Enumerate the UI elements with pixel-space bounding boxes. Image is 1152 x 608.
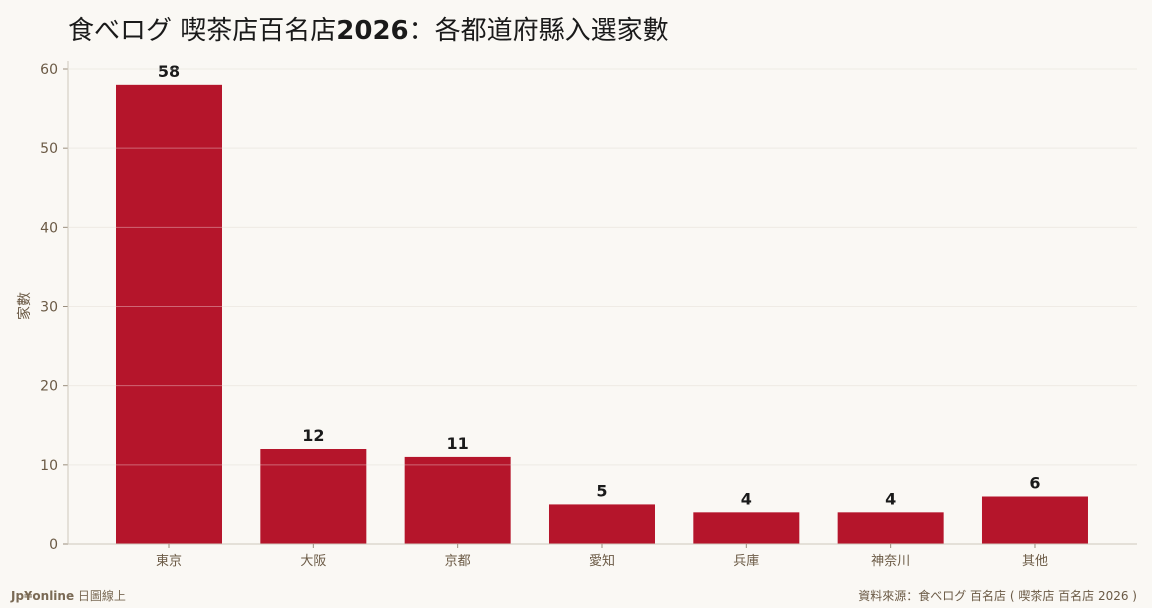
x-tick-label: 其他	[1022, 554, 1048, 569]
bar-value-label: 4	[885, 489, 896, 508]
bar-value-label: 4	[741, 489, 752, 508]
x-tick-label: 兵庫	[733, 554, 759, 569]
x-tick-label: 東京	[156, 553, 182, 569]
y-tick-label: 10	[40, 458, 58, 474]
y-axis-label: 家數	[16, 292, 33, 320]
brand-subtitle: 日圖線上	[74, 589, 126, 603]
bar	[404, 456, 511, 544]
bar	[260, 449, 367, 544]
chart-title: 食べログ 喫茶店百名店2026：各都道府縣入選家數	[68, 10, 669, 47]
bar	[837, 512, 944, 544]
y-tick-label: 50	[40, 141, 58, 157]
bar-value-label: 6	[1029, 474, 1040, 493]
source-note: 資料來源：食べログ 百名店 ( 喫茶店 百名店 2026 )	[858, 589, 1137, 603]
title-subtext: ：各都道府縣入選家數	[408, 16, 669, 46]
bar-value-label: 58	[158, 62, 180, 81]
x-tick-label: 大阪	[300, 554, 326, 569]
y-tick-label: 30	[40, 300, 58, 316]
bar	[693, 512, 800, 544]
title-year: 2026	[336, 16, 409, 46]
y-tick-label: 0	[49, 537, 58, 553]
bar	[981, 496, 1088, 544]
y-tick-label: 20	[40, 379, 58, 395]
bar-value-label: 11	[447, 434, 469, 453]
axes: 0 10 20 30 40 50 60 東京 大阪 京都 愛知 兵庫 神奈川 其他 家數	[16, 61, 1137, 569]
brand-name: Jp¥online	[11, 589, 75, 603]
bars	[116, 84, 1088, 544]
y-tick-label: 60	[40, 62, 58, 78]
bar-value-label: 12	[302, 426, 324, 445]
brand-logo: Jp¥online 日圖線上	[11, 587, 126, 604]
bar	[548, 504, 655, 544]
x-tick-label: 神奈川	[871, 554, 910, 569]
bar-value-label: 5	[596, 481, 607, 500]
bar	[116, 84, 222, 544]
title-text: 食べログ 喫茶店百名店	[68, 16, 337, 46]
x-tick-label: 京都	[445, 554, 471, 569]
x-tick-label: 愛知	[589, 553, 615, 569]
y-tick-label: 40	[40, 220, 58, 236]
grid-lines	[68, 68, 1137, 466]
data-labels: 58 12 11 5 4 4 6	[68, 62, 1137, 508]
